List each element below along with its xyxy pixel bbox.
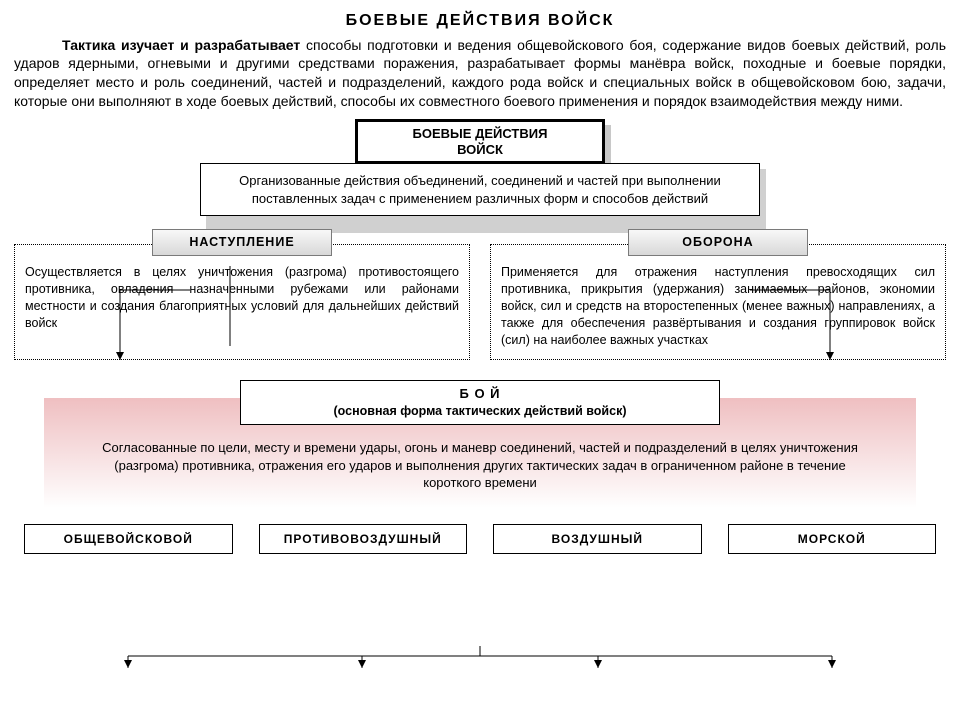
boy-head-l1: Б О Й: [459, 386, 500, 401]
branch-defense-head: ОБОРОНА: [628, 229, 808, 256]
root-header-line1: БОЕВЫЕ ДЕЙСТВИЯ: [413, 126, 548, 141]
intro-bold: Тактика изучает и разрабатывает: [62, 37, 300, 53]
root-def-wrap: Организованные действия объединений, сое…: [200, 163, 760, 216]
intro-paragraph: Тактика изучает и разрабатывает способы …: [14, 36, 946, 112]
boy-header: Б О Й (основная форма тактических действ…: [240, 380, 720, 425]
root-header: БОЕВЫЕ ДЕЙСТВИЯ ВОЙСК: [355, 119, 605, 164]
type-air: ВОЗДУШНЫЙ: [493, 524, 702, 554]
root-header-wrap: БОЕВЫЕ ДЕЙСТВИЯ ВОЙСК: [355, 119, 605, 164]
boy-section: Б О Й (основная форма тактических действ…: [14, 380, 946, 502]
types-row: ОБЩЕВОЙСКОВОЙ ПРОТИВОВОЗДУШНЫЙ ВОЗДУШНЫЙ…: [14, 524, 946, 554]
branch-offense-head: НАСТУПЛЕНИЕ: [152, 229, 332, 256]
root-header-line2: ВОЙСК: [457, 142, 503, 157]
branch-offense: НАСТУПЛЕНИЕ Осуществляется в целях уничт…: [14, 244, 470, 359]
branch-defense: ОБОРОНА Применяется для отражения наступ…: [490, 244, 946, 359]
type-combined-arms: ОБЩЕВОЙСКОВОЙ: [24, 524, 233, 554]
branches-row: НАСТУПЛЕНИЕ Осуществляется в целях уничт…: [14, 244, 946, 359]
branch-offense-text: Осуществляется в целях уничтожения (разг…: [25, 264, 459, 332]
boy-definition: Согласованные по цели, месту и времени у…: [14, 425, 946, 502]
type-naval: МОРСКОЙ: [728, 524, 937, 554]
root-def: Организованные действия объединений, сое…: [200, 163, 760, 216]
page-title: БОЕВЫЕ ДЕЙСТВИЯ ВОЙСК: [14, 10, 946, 32]
type-air-defense: ПРОТИВОВОЗДУШНЫЙ: [259, 524, 468, 554]
boy-head-l2: (основная форма тактических действий вой…: [334, 404, 627, 418]
branch-defense-text: Применяется для отражения наступления пр…: [501, 264, 935, 348]
